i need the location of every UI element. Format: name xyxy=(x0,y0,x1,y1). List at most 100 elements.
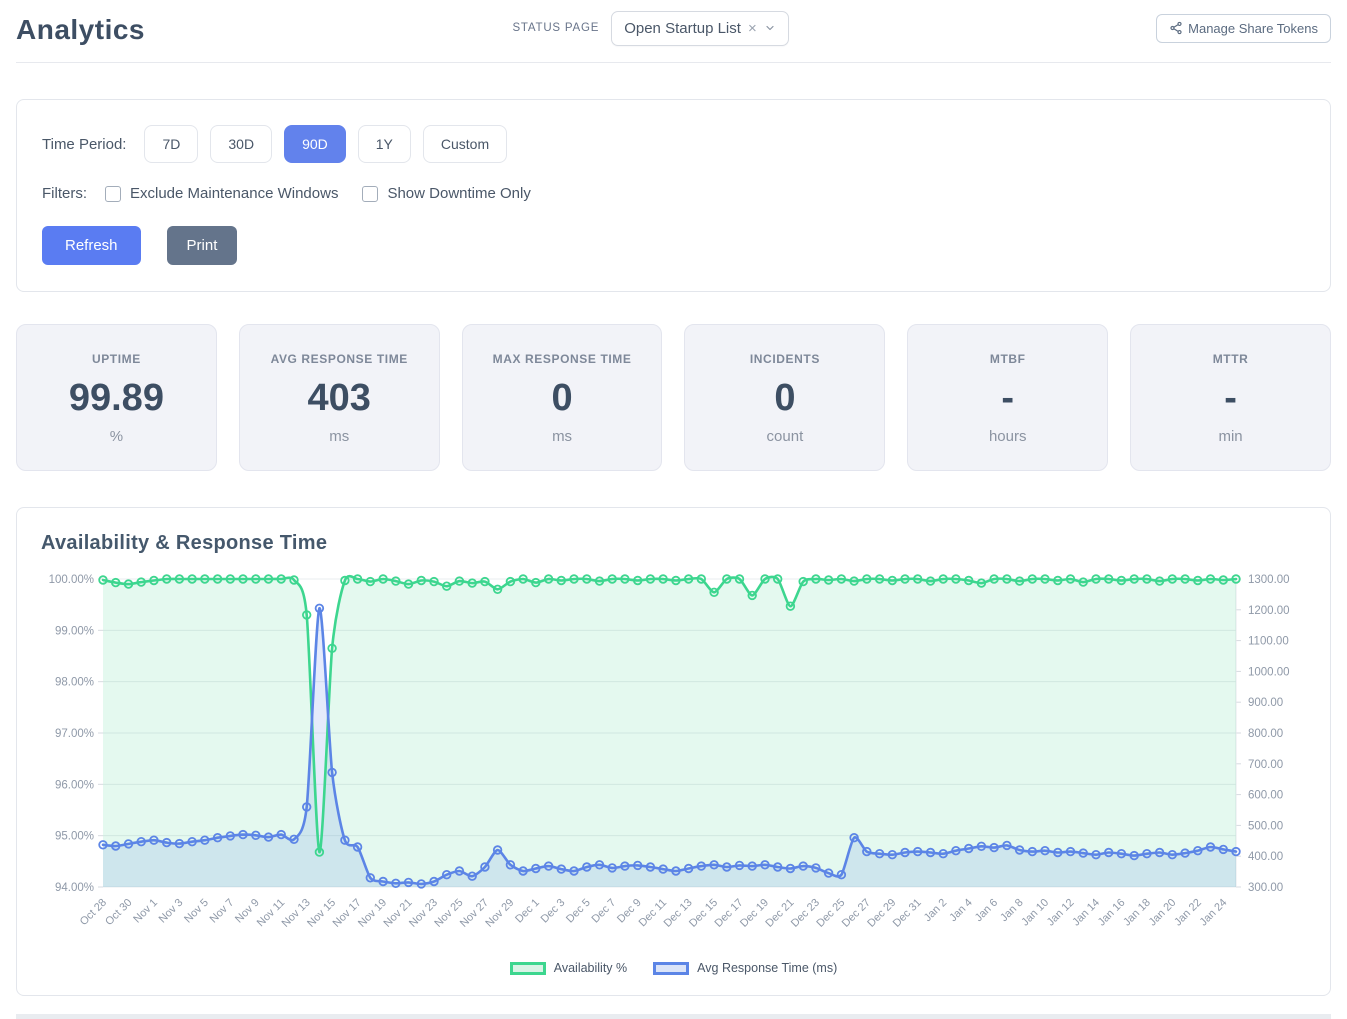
series-response-time xyxy=(98,603,1241,889)
data-point xyxy=(1053,575,1063,586)
chart-title: Availability & Response Time xyxy=(41,532,328,554)
data-point xyxy=(607,863,617,873)
stat-unit-uptime: % xyxy=(109,428,124,445)
data-point xyxy=(467,871,477,881)
share-icon xyxy=(1169,21,1183,35)
data-point xyxy=(314,603,325,613)
period-button-7d[interactable]: 7D xyxy=(144,125,199,163)
stat-value-avg-response-time: 403 xyxy=(307,377,371,419)
data-point xyxy=(136,837,146,847)
data-point xyxy=(289,575,299,585)
svg-text:900.00: 900.00 xyxy=(1248,697,1283,709)
data-point xyxy=(887,850,897,860)
data-point xyxy=(454,576,465,586)
data-point xyxy=(1065,574,1076,584)
data-point xyxy=(416,879,426,889)
header: Analytics STATUS PAGE Open Startup List … xyxy=(16,0,1331,63)
checkbox-box-exclude-maintenance-windows[interactable] xyxy=(105,185,121,202)
legend-item-response-time[interactable]: Avg Response Time (ms) xyxy=(653,961,837,975)
data-point xyxy=(200,835,210,845)
data-point xyxy=(1103,847,1114,858)
stat-unit-max-response-time: ms xyxy=(552,428,573,445)
page-bottom-strip xyxy=(16,1014,1331,1019)
svg-text:96.00%: 96.00% xyxy=(55,779,94,791)
actions-row: Refresh Print xyxy=(42,226,1305,265)
svg-text:1000.00: 1000.00 xyxy=(1248,666,1290,678)
data-point xyxy=(200,574,210,584)
data-point xyxy=(658,574,668,584)
filters-row: Filters: Exclude Maintenance Windows Show… xyxy=(42,185,1305,202)
data-point xyxy=(1231,574,1241,584)
data-point xyxy=(836,574,847,584)
data-point xyxy=(302,610,312,620)
data-point xyxy=(722,574,732,584)
svg-text:99.00%: 99.00% xyxy=(55,625,94,637)
svg-text:700.00: 700.00 xyxy=(1248,759,1283,771)
data-point xyxy=(518,574,528,584)
svg-text:Jan 18: Jan 18 xyxy=(1121,897,1153,929)
data-point xyxy=(1078,848,1088,858)
data-point xyxy=(365,873,375,883)
chart-card: Availability & Response Time 100.00% 99.0… xyxy=(16,507,1331,996)
data-point xyxy=(174,574,185,584)
print-button[interactable]: Print xyxy=(166,226,238,265)
refresh-button[interactable]: Refresh xyxy=(42,226,141,265)
data-point xyxy=(225,574,235,584)
stat-label-uptime: UPTIME xyxy=(91,352,141,366)
data-point xyxy=(480,576,490,587)
svg-text:94.00%: 94.00% xyxy=(55,882,94,894)
data-point xyxy=(658,864,668,874)
data-point xyxy=(1002,574,1012,584)
svg-text:Dec 7: Dec 7 xyxy=(590,897,619,926)
data-point xyxy=(785,863,796,874)
stat-card-max-response-time: MAX RESPONSE TIME 0 ms xyxy=(461,324,663,471)
svg-text:Dec 1: Dec 1 xyxy=(513,897,542,926)
data-point xyxy=(391,878,401,888)
data-point xyxy=(582,862,592,872)
legend-item-availability[interactable]: Availability % xyxy=(509,961,627,975)
checkbox-show-downtime-only[interactable]: Show Downtime Only xyxy=(362,185,531,202)
period-button-90d[interactable]: 90D xyxy=(284,125,346,163)
data-point xyxy=(1218,844,1228,855)
checkbox-exclude-maintenance-windows[interactable]: Exclude Maintenance Windows xyxy=(105,185,338,202)
data-point xyxy=(238,829,248,840)
stat-label-mttr: MTTR xyxy=(1212,352,1249,366)
data-point xyxy=(620,861,630,871)
data-point xyxy=(327,767,337,778)
manage-share-tokens-button[interactable]: Manage Share Tokens xyxy=(1156,13,1331,43)
series-availability xyxy=(98,574,1241,857)
data-point xyxy=(925,847,936,858)
data-point xyxy=(862,574,872,584)
data-point xyxy=(365,576,375,587)
period-button-1y[interactable]: 1Y xyxy=(357,125,411,163)
status-page-picker: STATUS PAGE Open Startup List × xyxy=(512,10,789,46)
chevron-down-icon xyxy=(764,22,776,34)
svg-text:Jan 14: Jan 14 xyxy=(1070,897,1102,929)
data-point xyxy=(913,846,923,857)
svg-text:Dec 3: Dec 3 xyxy=(539,897,568,926)
data-point xyxy=(110,841,121,851)
checkbox-box-show-downtime-only[interactable] xyxy=(362,185,379,202)
svg-text:Nov 1: Nov 1 xyxy=(131,897,160,926)
data-point xyxy=(734,860,745,871)
data-point xyxy=(161,574,172,584)
status-page-select[interactable]: Open Startup List × xyxy=(611,10,789,46)
data-point xyxy=(403,579,414,589)
y-axis-left-labels: 100.00% 99.00% 98.00% 97.00% 96.00% 95.00% 94.… xyxy=(49,574,94,894)
svg-text:600.00: 600.00 xyxy=(1248,790,1283,802)
data-point xyxy=(696,574,706,584)
period-button-custom[interactable]: Custom xyxy=(422,125,508,163)
data-point xyxy=(454,866,465,876)
data-point xyxy=(798,861,808,871)
svg-text:Jan 24: Jan 24 xyxy=(1198,897,1230,929)
data-point xyxy=(238,574,248,584)
filters-label: Filters: xyxy=(42,185,87,202)
data-point xyxy=(1193,575,1203,586)
data-point xyxy=(938,574,948,584)
stat-value-mttr: - xyxy=(1224,377,1237,419)
data-point xyxy=(505,860,516,870)
clear-selection-icon[interactable]: × xyxy=(747,19,757,37)
period-button-30d[interactable]: 30D xyxy=(210,125,273,163)
data-point xyxy=(849,576,859,586)
